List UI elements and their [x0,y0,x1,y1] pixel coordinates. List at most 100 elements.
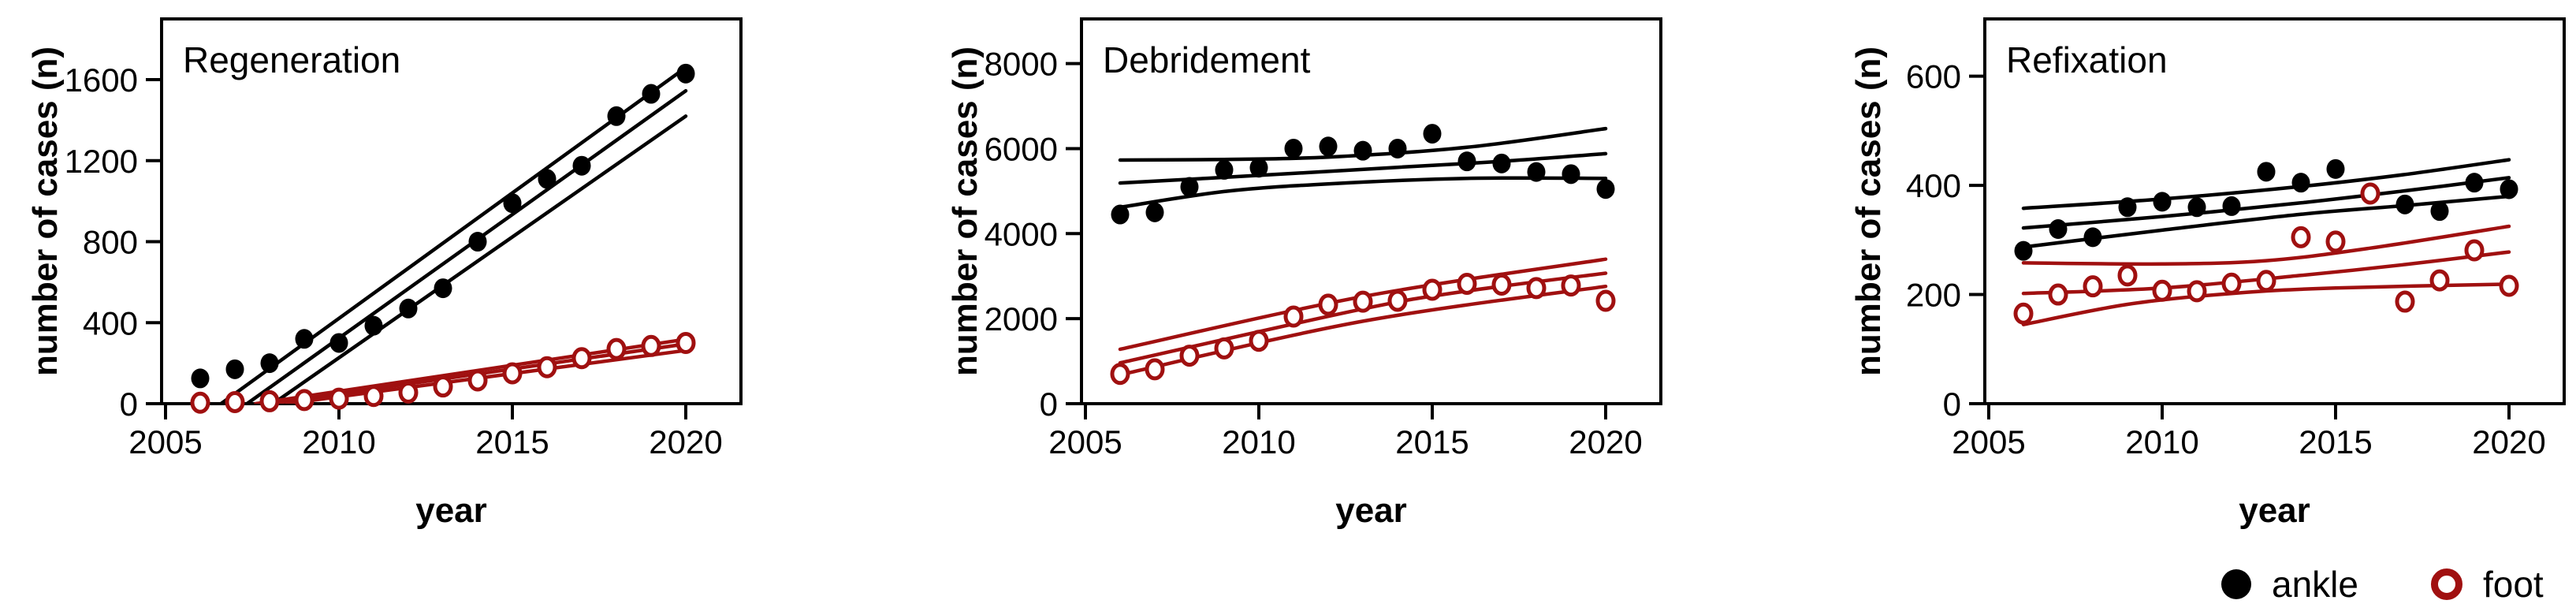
ankle-point [2395,194,2414,214]
ankle-point [1457,151,1476,172]
x-axis-label: year [2239,491,2310,530]
ankle-point [329,333,348,353]
foot-point [2221,272,2242,295]
foot-point [502,362,523,385]
foot-point [2291,226,2311,248]
foot-point [1318,293,1338,316]
x-axis-tick-label: 2010 [302,423,375,460]
y-axis-label: number of cases (n) [1849,47,1888,376]
ankle-point [260,353,279,374]
foot-point [294,389,315,412]
panel-debridement: 0 2000 4000 6000 8000 2005 2010 2015 2020 year num… [920,0,1673,615]
fit-line-foot-center [2021,250,2511,296]
y-axis-tick-label: 2000 [985,300,1058,337]
foot-point [2395,290,2415,313]
legend-item-foot: foot [2430,563,2544,606]
y-axis-tick-label: 8000 [985,46,1058,83]
fit-line-foot-ci-lower [1118,284,1608,377]
foot-point [2360,182,2381,205]
fit-line-ankle-ci-lower [271,114,688,404]
ankle-point [2465,173,2484,193]
y-axis-tick-label: 400 [83,304,138,341]
fit-line-ankle-ci-upper [1118,126,1608,162]
ankle-point [1562,164,1580,184]
x-axis-label: year [1335,491,1407,530]
plot-frame [1080,17,1662,405]
chart-debridement: 0 2000 4000 6000 8000 2005 2010 2015 2020 year num… [946,17,1662,530]
ankle-point [2153,192,2172,212]
foot-point [2152,279,2172,302]
foot-open-circle-icon [2430,568,2462,600]
foot-point [1526,277,1547,300]
y-axis-tick-label: 600 [1906,58,1961,95]
fit-line-ankle-ci-lower [1118,176,1608,210]
plot-frame [1983,17,2566,405]
fit-line-ankle-center [2021,176,2511,230]
foot-point [1457,272,1477,295]
ankle-point [2326,158,2345,179]
x-axis-tick-label: 2015 [475,423,549,460]
legend: ankle foot [2221,563,2544,606]
fit-line-ankle-ci-upper [2021,158,2511,211]
ankle-point [1145,202,1164,222]
foot-point [2256,270,2276,293]
x-axis-tick-label: 2020 [649,423,722,460]
y-axis-tick-label: 800 [83,224,138,261]
y-axis-label: number of cases (n) [946,47,985,376]
ankle-point [1111,204,1130,225]
ankle-point [2014,240,2033,261]
ankle-filled-circle-icon [2221,569,2251,599]
foot-point [1214,337,1234,360]
legend-label-foot: foot [2482,564,2544,605]
ankle-point [434,278,452,299]
foot-point [467,369,488,392]
ankle-point [1423,124,1442,144]
x-axis-tick-label: 2005 [1048,423,1122,460]
y-axis-tick-label: 400 [1906,167,1961,204]
ankle-point [2222,196,2241,216]
ankle-point [503,193,522,214]
foot-point [2048,283,2068,306]
foot-point [329,387,349,410]
ankle-point [1284,138,1303,158]
ankle-point [2118,197,2137,218]
foot-point [1387,289,1408,312]
foot-point [2187,280,2207,303]
x-axis-tick-label: 2010 [1222,423,1295,460]
fit-line-foot-ci-upper [2021,224,2511,266]
ankle-point [2430,201,2449,222]
y-axis-tick-label: 0 [1943,386,1961,423]
foot-point [398,381,419,404]
y-axis-tick-label: 1200 [65,143,138,180]
foot-point [190,391,210,414]
x-axis-label: year [415,491,487,530]
foot-point [1249,330,1269,352]
panel-title: Regeneration [183,39,400,80]
panel-refixation: 0 200 400 600 2005 2010 2015 2020 year number of … [1823,0,2576,615]
foot-point [606,337,627,360]
foot-point [2429,269,2450,292]
ankle-point [399,298,418,319]
foot-point [1595,289,1616,312]
x-axis-tick-label: 2015 [2299,423,2372,460]
y-axis-tick-label: 4000 [985,215,1058,252]
ankle-point [295,329,314,349]
ankle-point [2500,179,2518,199]
chart-regeneration: 0 400 800 1200 1600 2005 2010 2015 2020 year numbe… [26,17,743,530]
ankle-point [1492,153,1511,173]
ankle-point [1527,162,1546,182]
foot-point [225,390,245,413]
panel-title: Debridement [1103,39,1311,80]
fit-line-ankle-center [1118,151,1608,185]
foot-point [1353,290,1373,313]
fit-line-ankle-center [245,88,688,404]
foot-point [1561,274,1581,297]
ankle-point [191,368,210,389]
foot-point [2325,230,2346,253]
foot-point [1283,305,1304,328]
foot-point [571,347,592,370]
chart-refixation: 0 200 400 600 2005 2010 2015 2020 year number of … [1849,17,2566,530]
ankle-point [1596,179,1615,199]
foot-point [2013,302,2034,325]
